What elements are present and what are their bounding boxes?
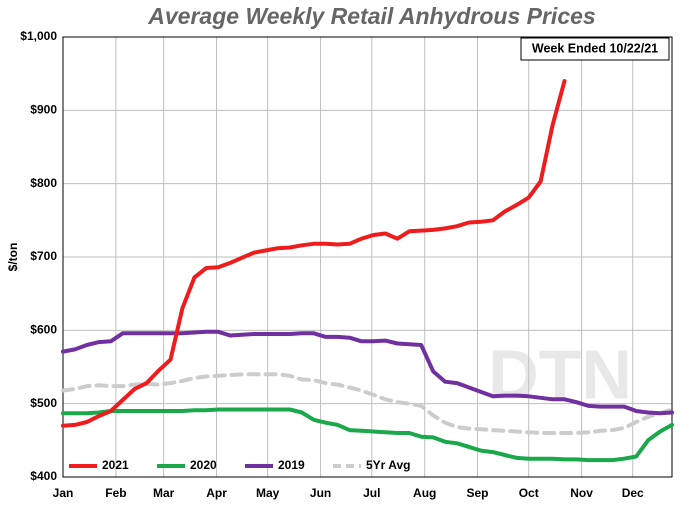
series-line bbox=[61, 372, 674, 435]
plot-border bbox=[62, 36, 673, 478]
y-tick-label: $1,000 bbox=[20, 29, 57, 43]
x-tick-label: Mar bbox=[153, 486, 175, 500]
legend-label: 2019 bbox=[278, 458, 305, 472]
x-tick-label: Jan bbox=[53, 486, 74, 500]
x-tick-label: May bbox=[256, 486, 280, 500]
series-line bbox=[61, 329, 674, 416]
x-tick-label: Feb bbox=[105, 486, 126, 500]
y-axis-label: $/ton bbox=[6, 243, 20, 272]
y-tick-label: $500 bbox=[30, 396, 57, 410]
y-tick-label: $900 bbox=[30, 103, 57, 117]
y-tick-label: $600 bbox=[30, 323, 57, 337]
series-line bbox=[61, 79, 567, 428]
y-tick-label: $800 bbox=[30, 176, 57, 190]
x-tick-label: Nov bbox=[570, 486, 593, 500]
y-tick-label: $400 bbox=[30, 469, 57, 483]
x-tick-label: Oct bbox=[519, 486, 539, 500]
plot-area: $400 $500 $600 $700 $800 $900 $1,000 Jan Feb Mar A… bbox=[20, 29, 674, 500]
x-tick-label: Apr bbox=[206, 486, 227, 500]
x-tick-label: Jun bbox=[310, 486, 331, 500]
legend-label: 5Yr Avg bbox=[366, 458, 410, 472]
chart-title: Average Weekly Retail Anhydrous Prices bbox=[147, 3, 595, 29]
legend-label: 2020 bbox=[190, 458, 217, 472]
x-tick-label: Sep bbox=[466, 486, 488, 500]
y-tick-label: $700 bbox=[30, 249, 57, 263]
annotation: Week Ended 10/22/21 bbox=[532, 41, 658, 55]
x-tick-label: Dec bbox=[622, 486, 644, 500]
legend-label: 2021 bbox=[102, 458, 129, 472]
series-line bbox=[61, 407, 674, 463]
watermark: DTN bbox=[488, 335, 632, 413]
x-tick-label: Aug bbox=[413, 486, 436, 500]
x-tick-label: Jul bbox=[363, 486, 380, 500]
annotation-box bbox=[520, 37, 670, 61]
